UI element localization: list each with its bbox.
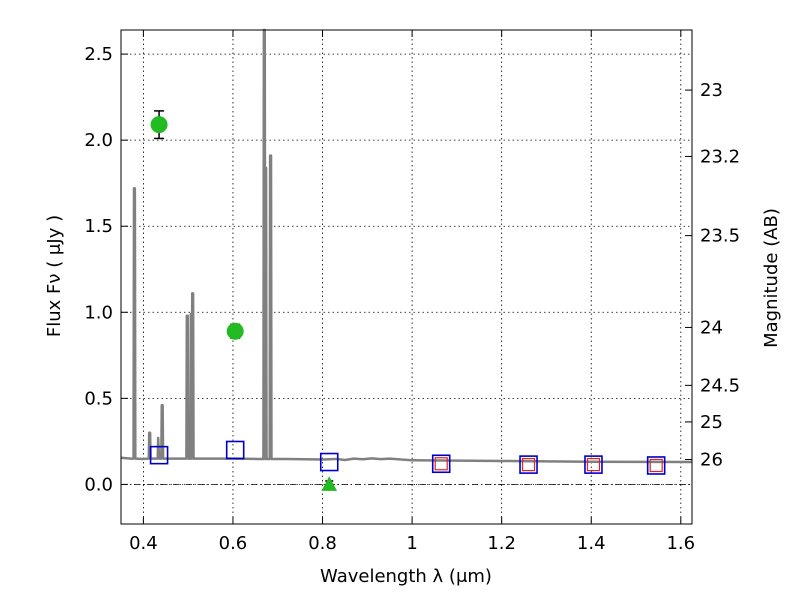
inner-photometry-point <box>586 458 601 472</box>
x-tick-label: 1 <box>406 533 417 554</box>
right-axis-tick-label: 23.5 <box>700 226 740 247</box>
data-layer <box>120 28 693 491</box>
right-axis-tick-label: 23.2 <box>700 146 740 167</box>
y-tick-label: 2.0 <box>84 130 113 151</box>
y-tick-label: 1.0 <box>84 302 113 323</box>
y-axis-label: Flux Fν ( μJy ) <box>44 215 65 337</box>
inner-photometry-point <box>434 457 448 471</box>
right-axis-tick-label: 25 <box>700 412 723 433</box>
x-tick-label: 1.2 <box>487 533 516 554</box>
model-photometry-point <box>584 455 603 474</box>
observed-flux-point <box>150 116 168 134</box>
x-tick-label: 0.4 <box>129 533 158 554</box>
x-tick-label: 0.6 <box>219 533 248 554</box>
y-tick-label: 2.5 <box>84 44 113 65</box>
y-tick-label: 0.0 <box>84 474 113 495</box>
right-axis-tick-label: 26 <box>700 450 723 471</box>
model-photometry-point <box>149 445 169 465</box>
model-photometry-point <box>646 456 666 475</box>
model-photometry-point <box>431 454 451 474</box>
x-tick-label: 1.6 <box>666 533 695 554</box>
observed-flux-point <box>226 322 244 340</box>
x-axis-label: Wavelength λ (μm) <box>320 566 492 587</box>
upper-limit-point <box>321 476 338 491</box>
model-photometry-point <box>225 440 245 460</box>
right-axis-tick-label: 24.5 <box>700 375 740 396</box>
plot-frame <box>120 29 693 525</box>
right-axis-label: Magnitude (AB) <box>761 208 782 348</box>
model-photometry-point <box>319 452 339 472</box>
right-axis-tick-label: 23 <box>700 80 723 101</box>
y-tick-label: 0.5 <box>84 388 113 409</box>
inner-photometry-point <box>649 458 663 473</box>
y-tick-label: 1.5 <box>84 216 113 237</box>
grid-lines <box>121 30 692 524</box>
model-photometry-point <box>519 455 538 474</box>
right-axis-tick-label: 24 <box>700 317 723 338</box>
x-tick-label: 0.8 <box>308 533 337 554</box>
model-spectrum-line <box>120 28 693 464</box>
inner-photometry-point <box>521 458 536 472</box>
x-tick-label: 1.4 <box>577 533 606 554</box>
axis-ticks: 0.4 0.6 0.8 1 1.2 1.4 1.6 0.0 0.5 1.0 1.5 2.0 2.5 23 2… <box>84 30 740 554</box>
